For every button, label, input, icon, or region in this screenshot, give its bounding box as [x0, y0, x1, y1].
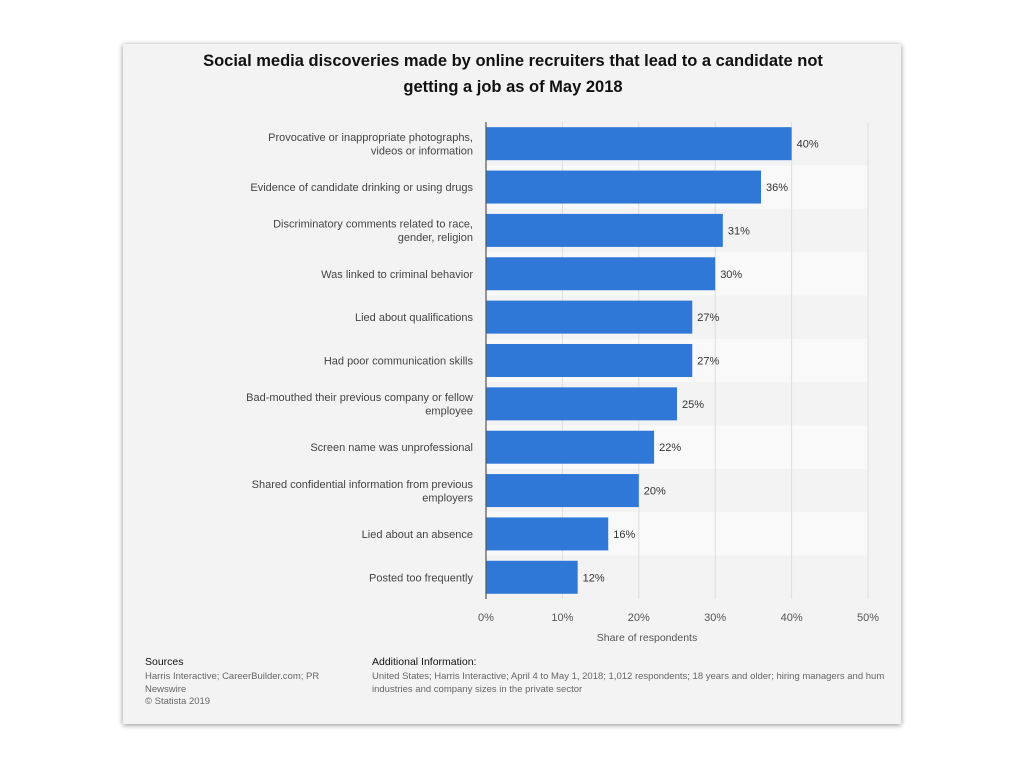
- category-label: Posted too frequently: [369, 572, 473, 584]
- category-label-line: employee: [425, 406, 473, 418]
- bar: [486, 127, 792, 161]
- category-label-line: Bad-mouthed their previous company or fe…: [246, 392, 473, 404]
- data-label: 25%: [682, 399, 704, 411]
- data-label: 36%: [766, 182, 788, 194]
- copyright: © Statista 2019: [145, 696, 211, 707]
- chart-title-line-1: Social media discoveries made by online …: [203, 52, 823, 70]
- bar: [486, 257, 716, 291]
- category-label-line: Lied about an absence: [362, 529, 473, 541]
- sources-line-1: Harris Interactive; CareerBuilder.com; P…: [145, 671, 320, 682]
- chart-card: Social media discoveries made by online …: [123, 44, 901, 724]
- data-label: 22%: [659, 442, 681, 454]
- data-label: 30%: [720, 269, 742, 281]
- x-tick-label: 40%: [781, 612, 803, 624]
- bar: [486, 343, 693, 377]
- category-label-line: Discriminatory comments related to race,: [273, 219, 473, 231]
- additional-info-heading: Additional Information:: [372, 656, 477, 668]
- data-label: 31%: [728, 225, 750, 237]
- x-tick-label: 20%: [628, 612, 650, 624]
- data-label: 20%: [644, 486, 666, 498]
- category-label: Provocative or inappropriate photographs…: [268, 132, 473, 158]
- category-label: Lied about qualifications: [355, 312, 474, 324]
- data-label: 27%: [697, 312, 719, 324]
- category-label-line: Had poor communication skills: [324, 355, 474, 367]
- category-label: Had poor communication skills: [324, 355, 474, 367]
- bar-chart: 40% Provocative or inappropriate photogra…: [246, 122, 879, 644]
- bar: [486, 474, 639, 508]
- data-label: 16%: [613, 529, 635, 541]
- data-label: 12%: [583, 572, 605, 584]
- category-label-line: videos or information: [371, 145, 473, 157]
- bar: [486, 387, 677, 421]
- chart-title: Social media discoveries made by online …: [163, 48, 863, 100]
- category-label: Evidence of candidate drinking or using …: [250, 182, 473, 194]
- category-label-line: gender, religion: [398, 232, 473, 244]
- additional-information-block: Additional Information: United States; H…: [372, 656, 901, 696]
- bar: [486, 170, 762, 204]
- bar: [486, 300, 693, 334]
- x-tick-label: 50%: [857, 612, 879, 624]
- category-label: Bad-mouthed their previous company or fe…: [246, 392, 473, 418]
- chart-title-line-2: getting a job as of May 2018: [403, 78, 623, 96]
- bar: [486, 213, 723, 247]
- bar: [486, 560, 578, 594]
- x-axis-label: Share of respondents: [597, 632, 697, 644]
- category-label-line: Posted too frequently: [369, 572, 473, 584]
- category-label: Discriminatory comments related to race,…: [273, 219, 473, 245]
- bar: [486, 517, 609, 551]
- category-label: Shared confidential information from pre…: [252, 479, 474, 505]
- category-label: Lied about an absence: [362, 529, 473, 541]
- category-label-line: Provocative or inappropriate photographs…: [268, 132, 473, 144]
- x-tick-label: 10%: [551, 612, 573, 624]
- category-label-line: Screen name was unprofessional: [310, 442, 473, 454]
- sources-line-2: Newswire: [145, 683, 187, 695]
- category-label-line: Evidence of candidate drinking or using …: [250, 182, 473, 194]
- data-label: 27%: [697, 355, 719, 367]
- category-label-line: Shared confidential information from pre…: [252, 479, 474, 491]
- category-label-line: Lied about qualifications: [355, 312, 474, 324]
- category-label: Screen name was unprofessional: [310, 442, 473, 454]
- additional-info-line-1: United States; Harris Interactive; April…: [372, 671, 885, 682]
- sources-heading: Sources: [145, 656, 184, 668]
- sources-block: Sources Harris Interactive; CareerBuilde…: [145, 656, 345, 709]
- additional-info-line-2: industries and company sizes in the priv…: [372, 683, 583, 695]
- x-tick-label: 0%: [478, 612, 494, 624]
- category-label: Was linked to criminal behavior: [321, 269, 473, 281]
- bar: [486, 430, 655, 464]
- category-label-line: Was linked to criminal behavior: [321, 269, 473, 281]
- category-label-line: employers: [422, 492, 473, 504]
- data-label: 40%: [797, 139, 819, 151]
- x-tick-label: 30%: [704, 612, 726, 624]
